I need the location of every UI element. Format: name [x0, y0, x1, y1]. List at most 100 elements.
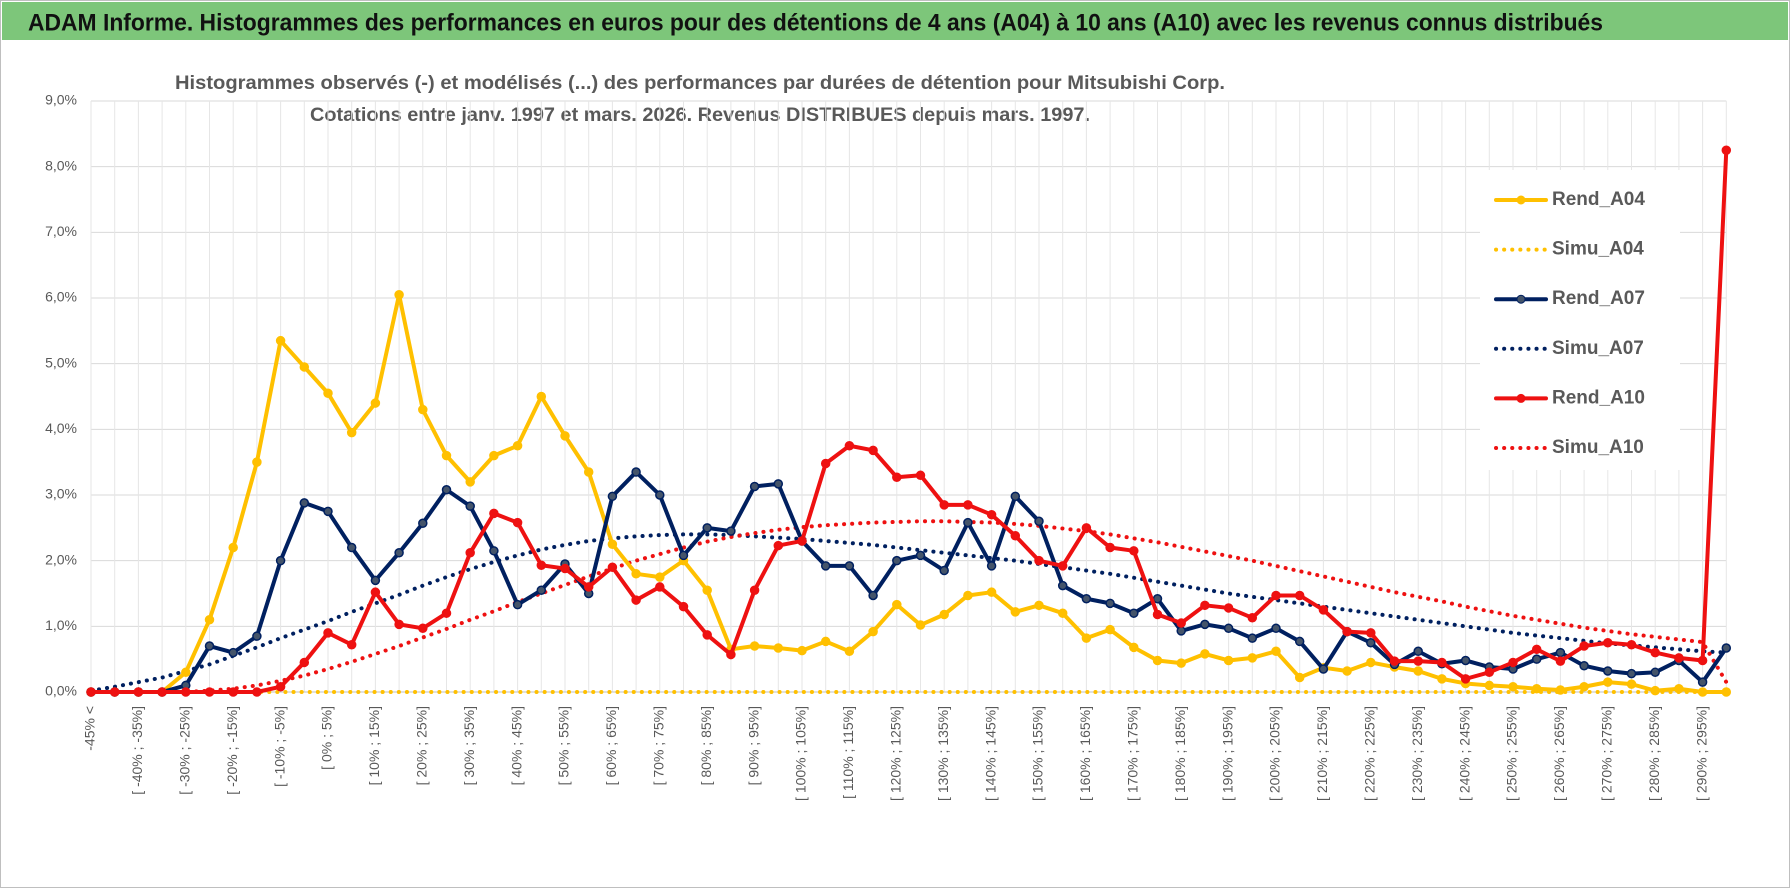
y-tick-label: 3,0%	[45, 486, 77, 502]
x-tick-label: -45% <	[82, 706, 98, 751]
marker	[512, 441, 523, 451]
marker	[1247, 633, 1258, 643]
marker	[370, 398, 381, 408]
marker	[1555, 647, 1566, 658]
y-tick-label: 2,0%	[45, 551, 77, 567]
marker	[346, 427, 357, 438]
marker	[1674, 653, 1684, 663]
x-tick-label: [ 30% ; 35%]	[461, 706, 477, 785]
x-tick-label: [ 40% ; 45%]	[508, 706, 524, 785]
marker	[726, 526, 736, 536]
marker	[1034, 555, 1044, 566]
marker	[323, 628, 333, 638]
marker	[1176, 658, 1186, 668]
legend-label: Rend_A07	[1552, 288, 1645, 309]
marker	[1271, 623, 1281, 634]
chart-title: Histogrammes observés (-) et modélisés (…	[175, 73, 1225, 94]
x-tick-label: [ 90% ; 95%]	[745, 706, 761, 785]
marker	[1531, 683, 1542, 694]
marker	[418, 404, 428, 415]
x-tick-label: [ -20% ; -15%]	[224, 706, 240, 795]
x-tick-label: [ 190% ; 195%]	[1219, 706, 1235, 801]
marker	[1152, 655, 1163, 666]
marker	[441, 608, 452, 618]
chart-subtitle: Cotations entre janv. 1997 et mars. 2026…	[310, 105, 1090, 126]
marker	[749, 585, 760, 595]
x-tick-label: [ 70% ; 75%]	[651, 706, 667, 785]
marker	[1697, 677, 1708, 687]
marker	[1105, 624, 1115, 635]
x-tick-label: [ -40% ; -35%]	[129, 706, 145, 795]
marker	[157, 687, 167, 697]
marker	[1010, 607, 1021, 617]
y-tick-label: 0,0%	[45, 683, 77, 699]
marker	[1531, 644, 1542, 655]
x-tick-label: [ 170% ; 175%]	[1125, 706, 1141, 801]
marker	[1081, 594, 1092, 604]
marker	[797, 645, 807, 656]
x-tick-label: [ 180% ; 185%]	[1172, 706, 1188, 801]
marker	[773, 643, 784, 653]
marker	[1460, 655, 1471, 666]
marker	[939, 565, 949, 576]
marker	[1271, 646, 1281, 657]
marker	[1437, 674, 1447, 684]
marker	[560, 431, 570, 441]
x-tick-label: [ 130% ; 135%]	[935, 706, 951, 801]
x-tick-label: [ 20% ; 25%]	[414, 706, 430, 785]
legend-marker	[1516, 294, 1526, 304]
marker	[1413, 646, 1423, 657]
marker	[1200, 649, 1210, 659]
x-tick-label: [ 100% ; 105%]	[793, 706, 809, 801]
marker	[394, 548, 404, 558]
legend-box	[1480, 170, 1680, 470]
marker	[631, 595, 641, 605]
marker	[844, 561, 855, 571]
marker	[939, 500, 949, 510]
marker	[299, 657, 310, 668]
marker	[323, 388, 333, 398]
marker	[631, 569, 641, 579]
marker	[489, 508, 499, 519]
marker	[1366, 628, 1376, 638]
marker	[370, 575, 381, 586]
x-tick-label: [ 200% ; 205%]	[1267, 706, 1283, 801]
marker	[275, 335, 286, 346]
marker	[275, 681, 286, 692]
y-tick-label: 5,0%	[45, 354, 77, 370]
marker	[820, 636, 831, 647]
x-tick-label: [ 80% ; 85%]	[698, 706, 714, 785]
marker	[181, 687, 191, 697]
marker	[963, 500, 973, 510]
marker	[441, 450, 452, 461]
marker	[1389, 656, 1400, 666]
marker	[820, 458, 831, 469]
marker	[299, 498, 310, 508]
x-tick-label: [ 260% ; 265%]	[1551, 706, 1567, 801]
x-tick-label: [ 220% ; 225%]	[1362, 706, 1378, 801]
x-tick-label: [ 230% ; 235%]	[1409, 706, 1425, 801]
marker	[1223, 603, 1234, 613]
marker	[1650, 647, 1660, 658]
marker	[1034, 600, 1044, 611]
marker	[1674, 683, 1684, 694]
x-tick-label: [ 290% ; 295%]	[1693, 706, 1709, 801]
marker	[702, 585, 712, 595]
marker	[1034, 516, 1044, 527]
marker	[820, 561, 831, 571]
banner	[2, 2, 1788, 40]
marker	[678, 550, 689, 561]
marker	[1318, 605, 1329, 615]
marker	[1129, 608, 1139, 618]
marker	[1081, 523, 1092, 533]
model-line	[89, 519, 1729, 694]
series-line	[89, 148, 1729, 694]
marker	[1271, 590, 1281, 601]
x-tick-label: [ 240% ; 245%]	[1456, 706, 1472, 801]
y-tick-label: 7,0%	[45, 223, 77, 239]
legend-label: Rend_A04	[1552, 189, 1645, 210]
marker	[109, 687, 120, 697]
marker	[1603, 677, 1613, 687]
marker	[773, 540, 784, 551]
